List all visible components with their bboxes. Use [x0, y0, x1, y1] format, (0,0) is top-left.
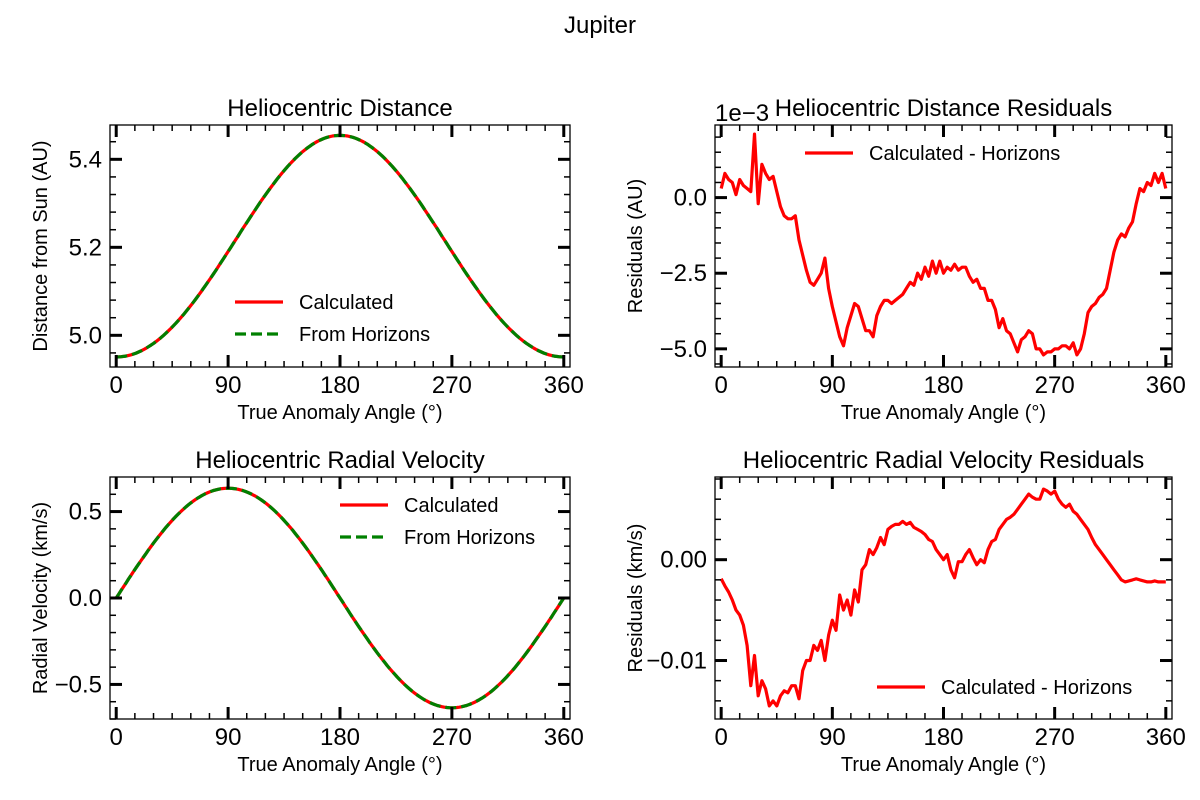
legend-label: From Horizons: [404, 527, 535, 549]
legend: Calculated - Horizons: [877, 677, 1132, 699]
y-tick-label: −0.5: [55, 671, 102, 698]
y-tick-label: 5.0: [69, 322, 102, 349]
x-axis-label: True Anomaly Angle (°): [841, 402, 1046, 424]
x-tick-label: 90: [215, 372, 242, 399]
y-tick-label: −5.0: [660, 336, 707, 363]
y-axis-label: Residuals (AU): [625, 179, 647, 313]
y-tick-label: 0.0: [674, 185, 707, 212]
y-tick-label: 5.2: [69, 234, 102, 261]
x-tick-label: 0: [110, 724, 123, 751]
y-tick-label: −2.5: [660, 260, 707, 287]
y-axis-label: Distance from Sun (AU): [30, 140, 52, 351]
y-tick-label: −0.01: [646, 648, 707, 675]
legend: Calculated From Horizons: [235, 292, 430, 346]
x-tick-label: 360: [544, 372, 584, 399]
x-axis-label: True Anomaly Angle (°): [237, 754, 442, 776]
subplot-title: Heliocentric Radial Velocity: [195, 447, 484, 474]
subplot-title: Heliocentric Radial Velocity Residuals: [743, 447, 1145, 474]
x-tick-label: 360: [544, 724, 584, 751]
y-tick-label: 0.00: [660, 547, 707, 574]
y-offset-text: 1e−3: [715, 100, 769, 127]
x-tick-label: 270: [1035, 724, 1075, 751]
y-tick-label: 0.0: [69, 585, 102, 612]
x-tick-label: 180: [923, 372, 963, 399]
subplot-title: Heliocentric Distance Residuals: [775, 95, 1112, 122]
x-tick-label: 270: [1035, 372, 1075, 399]
subplot-title: Heliocentric Distance: [227, 95, 452, 122]
x-tick-label: 180: [923, 724, 963, 751]
series-line-calculated-horizons: [719, 132, 1168, 357]
legend: Calculated From Horizons: [340, 495, 535, 549]
legend-label: Calculated: [299, 292, 394, 314]
x-axis-label: True Anomaly Angle (°): [237, 402, 442, 424]
series-line-calculated-horizons: [719, 487, 1166, 708]
legend-label: Calculated: [404, 495, 499, 517]
subplot-3: Heliocentric Radial Velocity 0 90 180 270 360…: [30, 447, 584, 776]
x-tick-label: 180: [320, 372, 360, 399]
plot-area: [114, 486, 566, 710]
legend-label: From Horizons: [299, 324, 430, 346]
plot-area: [719, 487, 1166, 708]
legend-label: Calculated - Horizons: [869, 143, 1060, 165]
x-tick-label: 90: [819, 372, 846, 399]
x-tick-label: 90: [215, 724, 242, 751]
x-tick-label: 0: [110, 372, 123, 399]
y-tick-label: 5.4: [69, 146, 102, 173]
x-tick-label: 270: [432, 724, 472, 751]
x-tick-label: 180: [320, 724, 360, 751]
legend: Calculated - Horizons: [805, 143, 1060, 165]
x-tick-label: 90: [819, 724, 846, 751]
x-tick-label: 270: [432, 372, 472, 399]
x-axis-label: True Anomaly Angle (°): [841, 754, 1046, 776]
plot-area: [719, 132, 1168, 357]
subplot-1: Heliocentric Distance 0 90 180 270 360 5.0 5.2 5…: [30, 95, 584, 424]
x-tick-label: 360: [1146, 724, 1186, 751]
figure-title: Jupiter: [563, 12, 637, 39]
legend-label: Calculated - Horizons: [941, 677, 1132, 699]
series-line-from-horizons: [114, 486, 566, 710]
y-tick-label: 0.5: [69, 499, 102, 526]
x-tick-label: 0: [714, 372, 727, 399]
y-axis-label: Residuals (km/s): [625, 524, 647, 673]
y-axis-label: Radial Velocity (km/s): [30, 502, 52, 694]
subplot-4: Heliocentric Radial Velocity Residuals 0 9…: [625, 447, 1186, 776]
x-tick-label: 360: [1146, 372, 1186, 399]
x-tick-label: 0: [714, 724, 727, 751]
